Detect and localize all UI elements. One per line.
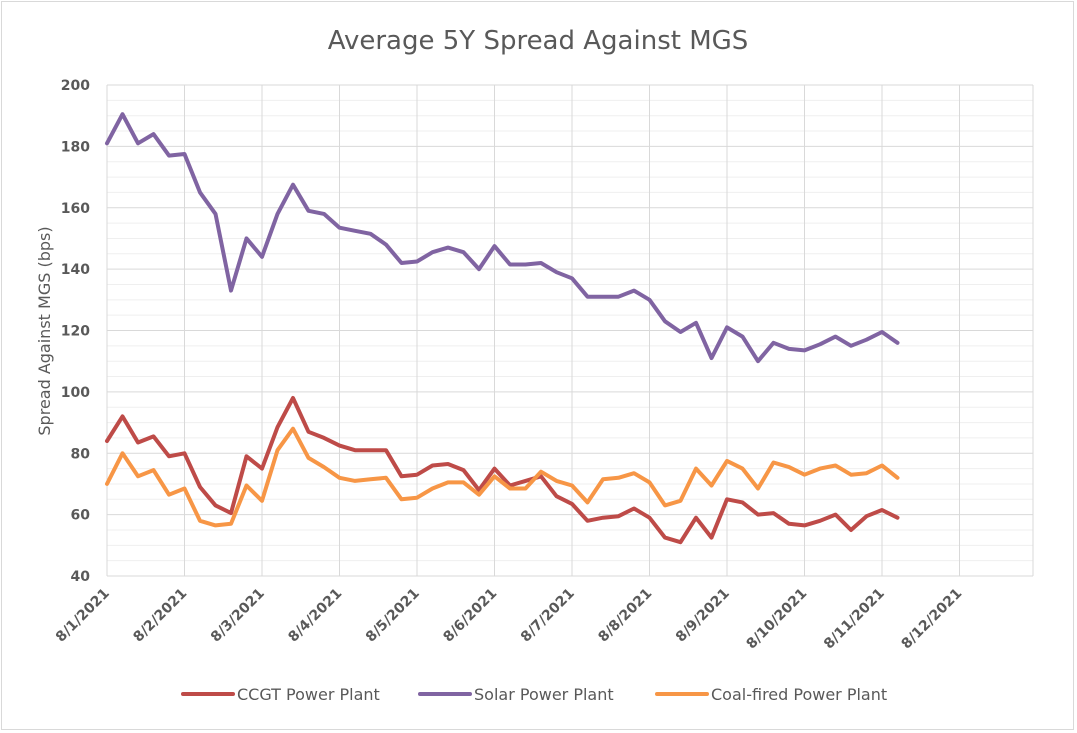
x-tick-labels: 8/1/2021 8/2/2021 8/3/2021 8/4/2021 8/5/2021… bbox=[53, 586, 965, 653]
y-tick-label: 140 bbox=[61, 262, 90, 278]
legend-label: CCGT Power Plant bbox=[237, 685, 380, 704]
series-line-2 bbox=[105, 112, 900, 364]
y-tick-label: 160 bbox=[61, 201, 90, 217]
x-tick-label: 8/5/2021 bbox=[363, 586, 423, 646]
y-tick-label: 120 bbox=[61, 324, 90, 340]
series-line-3 bbox=[105, 426, 900, 528]
legend-label: Solar Power Plant bbox=[474, 685, 614, 704]
y-tick-labels: 40 60 80 100 120 140 160 180 200 bbox=[61, 78, 90, 585]
series-lines bbox=[105, 112, 900, 545]
x-tick-label: 8/7/2021 bbox=[518, 586, 578, 646]
x-tick-label: 8/4/2021 bbox=[285, 586, 345, 646]
x-tick-label: 8/10/2021 bbox=[744, 586, 811, 653]
y-tick-label: 80 bbox=[71, 446, 91, 462]
chart-title: Average 5Y Spread Against MGS bbox=[328, 26, 749, 56]
y-tick-label: 60 bbox=[71, 508, 91, 524]
x-tick-label: 8/6/2021 bbox=[440, 586, 500, 646]
y-tick-label: 100 bbox=[61, 385, 90, 401]
x-tick-label: 8/12/2021 bbox=[899, 586, 966, 653]
x-tick-label: 8/11/2021 bbox=[821, 586, 888, 653]
series-line-1 bbox=[105, 396, 900, 545]
x-tick-label: 8/9/2021 bbox=[673, 586, 733, 646]
y-axis-label: Spread Against MGS (bps) bbox=[35, 226, 54, 435]
legend-label: Coal-fired Power Plant bbox=[711, 685, 887, 704]
x-tick-label: 8/8/2021 bbox=[595, 586, 655, 646]
legend: CCGT Power Plant Solar Power Plant Coal-fi… bbox=[181, 685, 887, 704]
y-tick-label: 200 bbox=[61, 78, 90, 94]
x-tick-label: 8/3/2021 bbox=[208, 586, 268, 646]
x-tick-label: 8/2/2021 bbox=[130, 586, 190, 646]
y-tick-label: 40 bbox=[71, 569, 91, 585]
y-tick-label: 180 bbox=[61, 139, 90, 155]
x-tick-label: 8/1/2021 bbox=[53, 586, 113, 646]
